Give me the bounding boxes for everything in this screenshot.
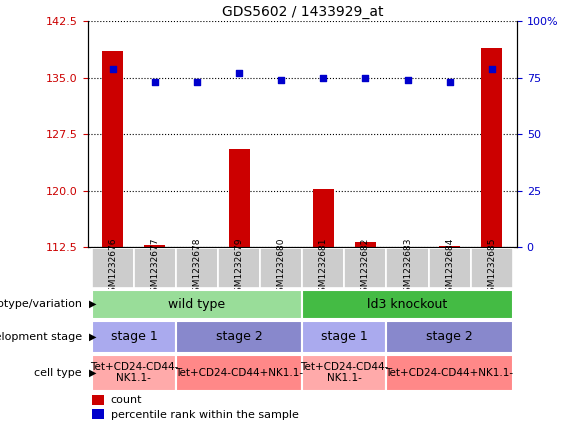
Bar (439, 246, 460, 247)
Bar (355, 242, 376, 247)
Text: ▶: ▶ (89, 299, 96, 309)
Bar (92, 395, 104, 405)
Text: GSM1232684: GSM1232684 (445, 238, 454, 298)
Bar (92, 248, 134, 288)
Point (361, 74, 370, 81)
Text: ▶: ▶ (89, 368, 96, 378)
Text: Tet+CD24-CD44-
NK1.1-: Tet+CD24-CD44- NK1.1- (90, 362, 178, 384)
Text: GSM1232679: GSM1232679 (234, 238, 244, 298)
Text: Tet+CD24-CD44+NK1.1-: Tet+CD24-CD44+NK1.1- (385, 368, 514, 378)
Point (319, 74, 328, 81)
Bar (229, 149, 250, 247)
Bar (345, 248, 386, 288)
Text: Tet+CD24-CD44-
NK1.1-: Tet+CD24-CD44- NK1.1- (300, 362, 389, 384)
Bar (429, 248, 471, 288)
Text: stage 1: stage 1 (321, 330, 368, 343)
Bar (92, 355, 176, 390)
Text: genotype/variation: genotype/variation (0, 299, 82, 309)
Bar (134, 248, 176, 288)
Bar (386, 355, 513, 390)
Bar (260, 248, 302, 288)
Bar (271, 247, 292, 250)
Point (234, 70, 244, 77)
Text: count: count (111, 395, 142, 405)
Text: GSM1232676: GSM1232676 (108, 238, 118, 298)
Bar (302, 289, 513, 319)
Bar (218, 248, 260, 288)
Bar (176, 248, 218, 288)
Text: cell type: cell type (34, 368, 82, 378)
Bar (186, 247, 207, 250)
Bar (313, 190, 334, 247)
Title: GDS5602 / 1433929_at: GDS5602 / 1433929_at (221, 5, 383, 19)
Text: percentile rank within the sample: percentile rank within the sample (111, 409, 298, 420)
Text: ▶: ▶ (89, 332, 96, 342)
Text: stage 2: stage 2 (426, 330, 473, 343)
Text: Tet+CD24-CD44+NK1.1-: Tet+CD24-CD44+NK1.1- (175, 368, 303, 378)
Bar (92, 289, 302, 319)
Bar (302, 248, 345, 288)
Text: GSM1232678: GSM1232678 (193, 238, 202, 298)
Bar (102, 51, 123, 247)
Point (193, 79, 202, 85)
Bar (92, 321, 176, 352)
Bar (92, 409, 104, 420)
Text: GSM1232682: GSM1232682 (361, 238, 370, 298)
Point (445, 79, 454, 85)
Text: GSM1232681: GSM1232681 (319, 238, 328, 298)
Bar (471, 248, 513, 288)
Bar (481, 47, 502, 247)
Text: development stage: development stage (0, 332, 82, 342)
Point (150, 79, 159, 85)
Point (487, 65, 496, 72)
Text: GSM1232685: GSM1232685 (487, 238, 496, 298)
Bar (397, 247, 418, 249)
Text: ld3 knockout: ld3 knockout (367, 298, 447, 310)
Bar (386, 321, 513, 352)
Bar (386, 248, 429, 288)
Bar (145, 245, 166, 247)
Bar (176, 321, 302, 352)
Text: stage 2: stage 2 (216, 330, 263, 343)
Bar (302, 321, 386, 352)
Text: stage 1: stage 1 (111, 330, 157, 343)
Bar (302, 355, 386, 390)
Text: GSM1232683: GSM1232683 (403, 238, 412, 298)
Text: GSM1232677: GSM1232677 (150, 238, 159, 298)
Text: GSM1232680: GSM1232680 (277, 238, 286, 298)
Point (108, 65, 118, 72)
Point (277, 77, 286, 83)
Point (403, 77, 412, 83)
Text: wild type: wild type (168, 298, 225, 310)
Bar (176, 355, 302, 390)
